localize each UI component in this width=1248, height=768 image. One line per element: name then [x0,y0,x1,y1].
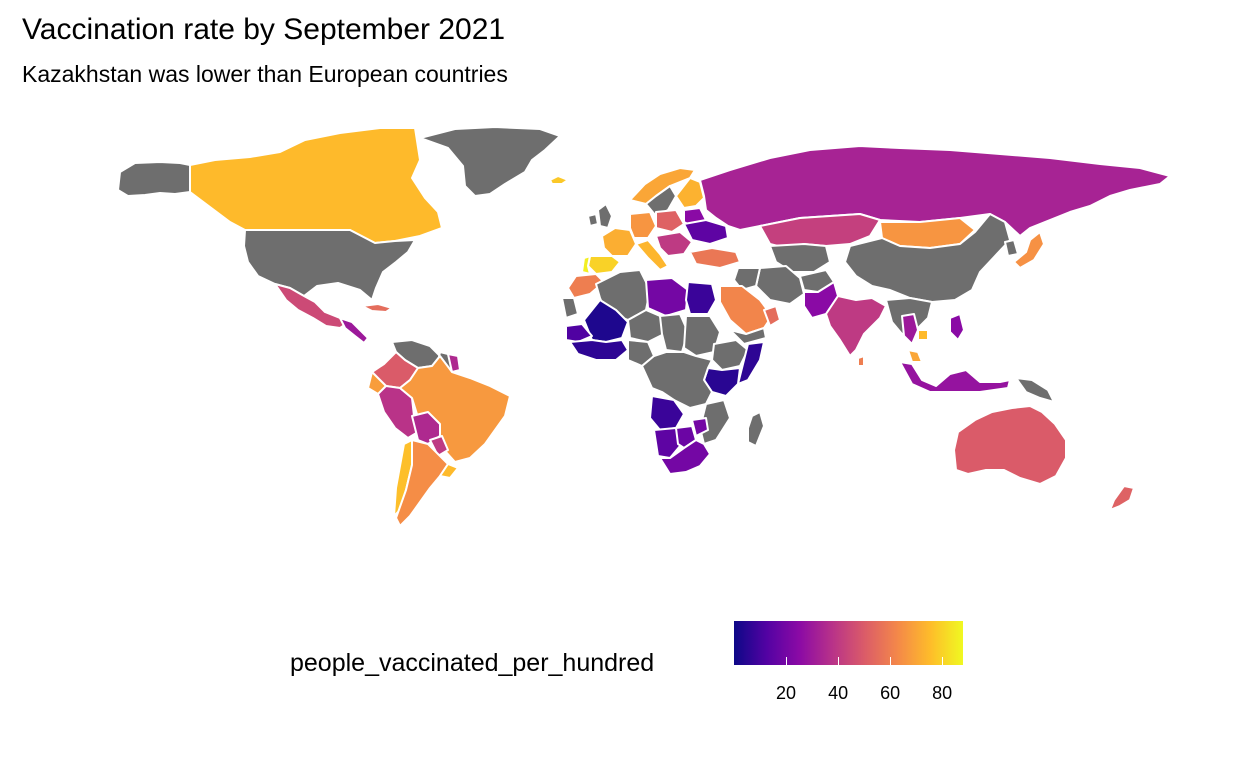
region-morocco[interactable] [567,273,605,299]
map-subtitle: Kazakhstan was lower than European count… [22,61,508,87]
region-somalia[interactable] [737,341,765,385]
region-central-africa[interactable] [641,351,713,409]
region-korea[interactable] [1004,239,1019,257]
region-uruguay[interactable] [439,463,459,479]
legend-tick-mark [786,657,788,665]
legend-tick-mark [942,657,944,665]
region-ireland[interactable] [587,213,599,227]
region-namibia[interactable] [653,427,681,459]
region-uk[interactable] [597,203,613,229]
region-western-sahara[interactable] [561,297,579,319]
region-japan[interactable] [1013,231,1045,269]
legend-tick-label: 40 [828,683,849,703]
region-china[interactable] [844,213,1011,303]
region-india[interactable] [825,295,887,357]
legend-tick-mark [838,657,840,665]
legend-colorbar [734,621,963,665]
region-iraq[interactable] [733,267,761,291]
legend-title: people_vaccinated_per_hundred [290,649,655,677]
legend-tick-label: 80 [932,683,953,703]
region-papua-new-guinea[interactable] [1015,377,1055,403]
region-spain[interactable] [587,255,621,275]
legend-tick-mark [890,657,892,665]
region-alaska[interactable] [117,161,191,197]
region-libya[interactable] [645,277,689,317]
region-russia[interactable] [699,145,1171,237]
region-yemen[interactable] [729,327,767,345]
region-iceland[interactable] [549,175,569,185]
region-cuba[interactable] [361,303,393,313]
region-portugal[interactable] [581,255,591,275]
region-argentina[interactable] [395,439,449,527]
region-philippines[interactable] [949,313,965,341]
map-title: Vaccination rate by September 2021 [22,13,506,46]
region-suriname[interactable] [447,353,461,373]
region-central-asia[interactable] [769,243,831,273]
region-west-africa[interactable] [569,339,629,361]
region-cambodia[interactable] [917,329,929,341]
region-poland[interactable] [655,209,685,233]
region-zimbabwe[interactable] [691,417,709,437]
legend-ticks: 20 40 60 80 [734,621,963,703]
region-ukraine[interactable] [683,219,729,245]
region-egypt[interactable] [685,281,717,315]
region-balkans[interactable] [655,231,693,257]
region-senegal[interactable] [565,323,593,343]
legend-tick-label: 20 [776,683,797,703]
region-france[interactable] [601,227,637,257]
region-australia[interactable] [953,405,1067,485]
region-oman[interactable] [763,305,781,327]
region-united-states[interactable] [243,229,416,301]
region-malaysia[interactable] [907,349,923,363]
legend-tick-label: 60 [880,683,901,703]
region-greenland[interactable] [419,126,561,197]
region-italy[interactable] [635,239,669,271]
region-iran[interactable] [755,265,805,305]
region-sri-lanka[interactable] [857,355,865,367]
region-central-america[interactable] [339,317,369,344]
region-canada[interactable] [189,127,443,244]
region-brazil[interactable] [399,355,511,463]
region-germany[interactable] [629,211,657,239]
world-map [117,126,1171,527]
region-thailand[interactable] [901,313,919,345]
region-new-zealand[interactable] [1109,485,1135,511]
region-south-africa[interactable] [659,439,711,475]
region-indonesia[interactable] [899,361,1011,393]
region-turkey[interactable] [689,247,741,269]
region-madagascar[interactable] [747,411,765,447]
